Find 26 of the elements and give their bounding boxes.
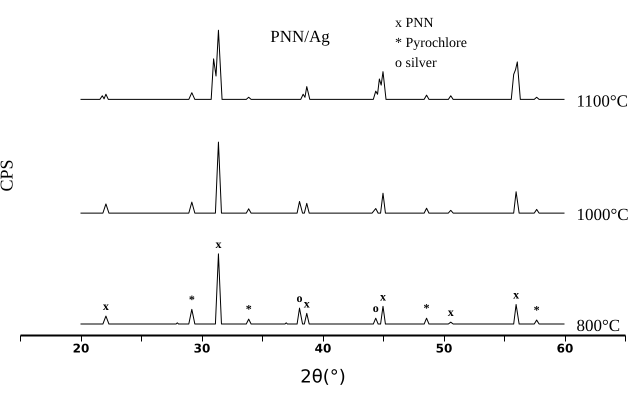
x-tick-label: 40 (314, 342, 332, 356)
annotation: * (246, 302, 252, 316)
annotation: x (513, 288, 520, 302)
x-tick-label: 60 (556, 342, 574, 356)
x-axis-title: 2θ(°) (300, 366, 346, 388)
annotation: x PNN (395, 16, 434, 31)
annotation: o (372, 301, 379, 316)
annotation: x (102, 299, 109, 314)
series-label: 1000°C (576, 205, 629, 224)
annotation: o (296, 291, 303, 306)
series-label: 800°C (576, 316, 620, 336)
annotation: x (380, 289, 386, 304)
annotation: o silver (395, 56, 437, 71)
chart-title: PNN/Ag (270, 27, 330, 46)
annotation: * (534, 303, 540, 318)
annotation: * (424, 301, 430, 316)
x-tick-label: 20 (72, 342, 90, 356)
annotation: x (448, 305, 454, 320)
annotation: x (215, 236, 222, 251)
y-axis-title: CPS (0, 159, 16, 192)
annotation: * (188, 292, 195, 306)
x-tick-label: 50 (436, 342, 452, 356)
series-label: 1100°C (576, 91, 628, 110)
annotation: * Pyrochlore (395, 36, 467, 51)
annotation: x (304, 296, 310, 310)
x-tick-label: 30 (194, 342, 210, 356)
